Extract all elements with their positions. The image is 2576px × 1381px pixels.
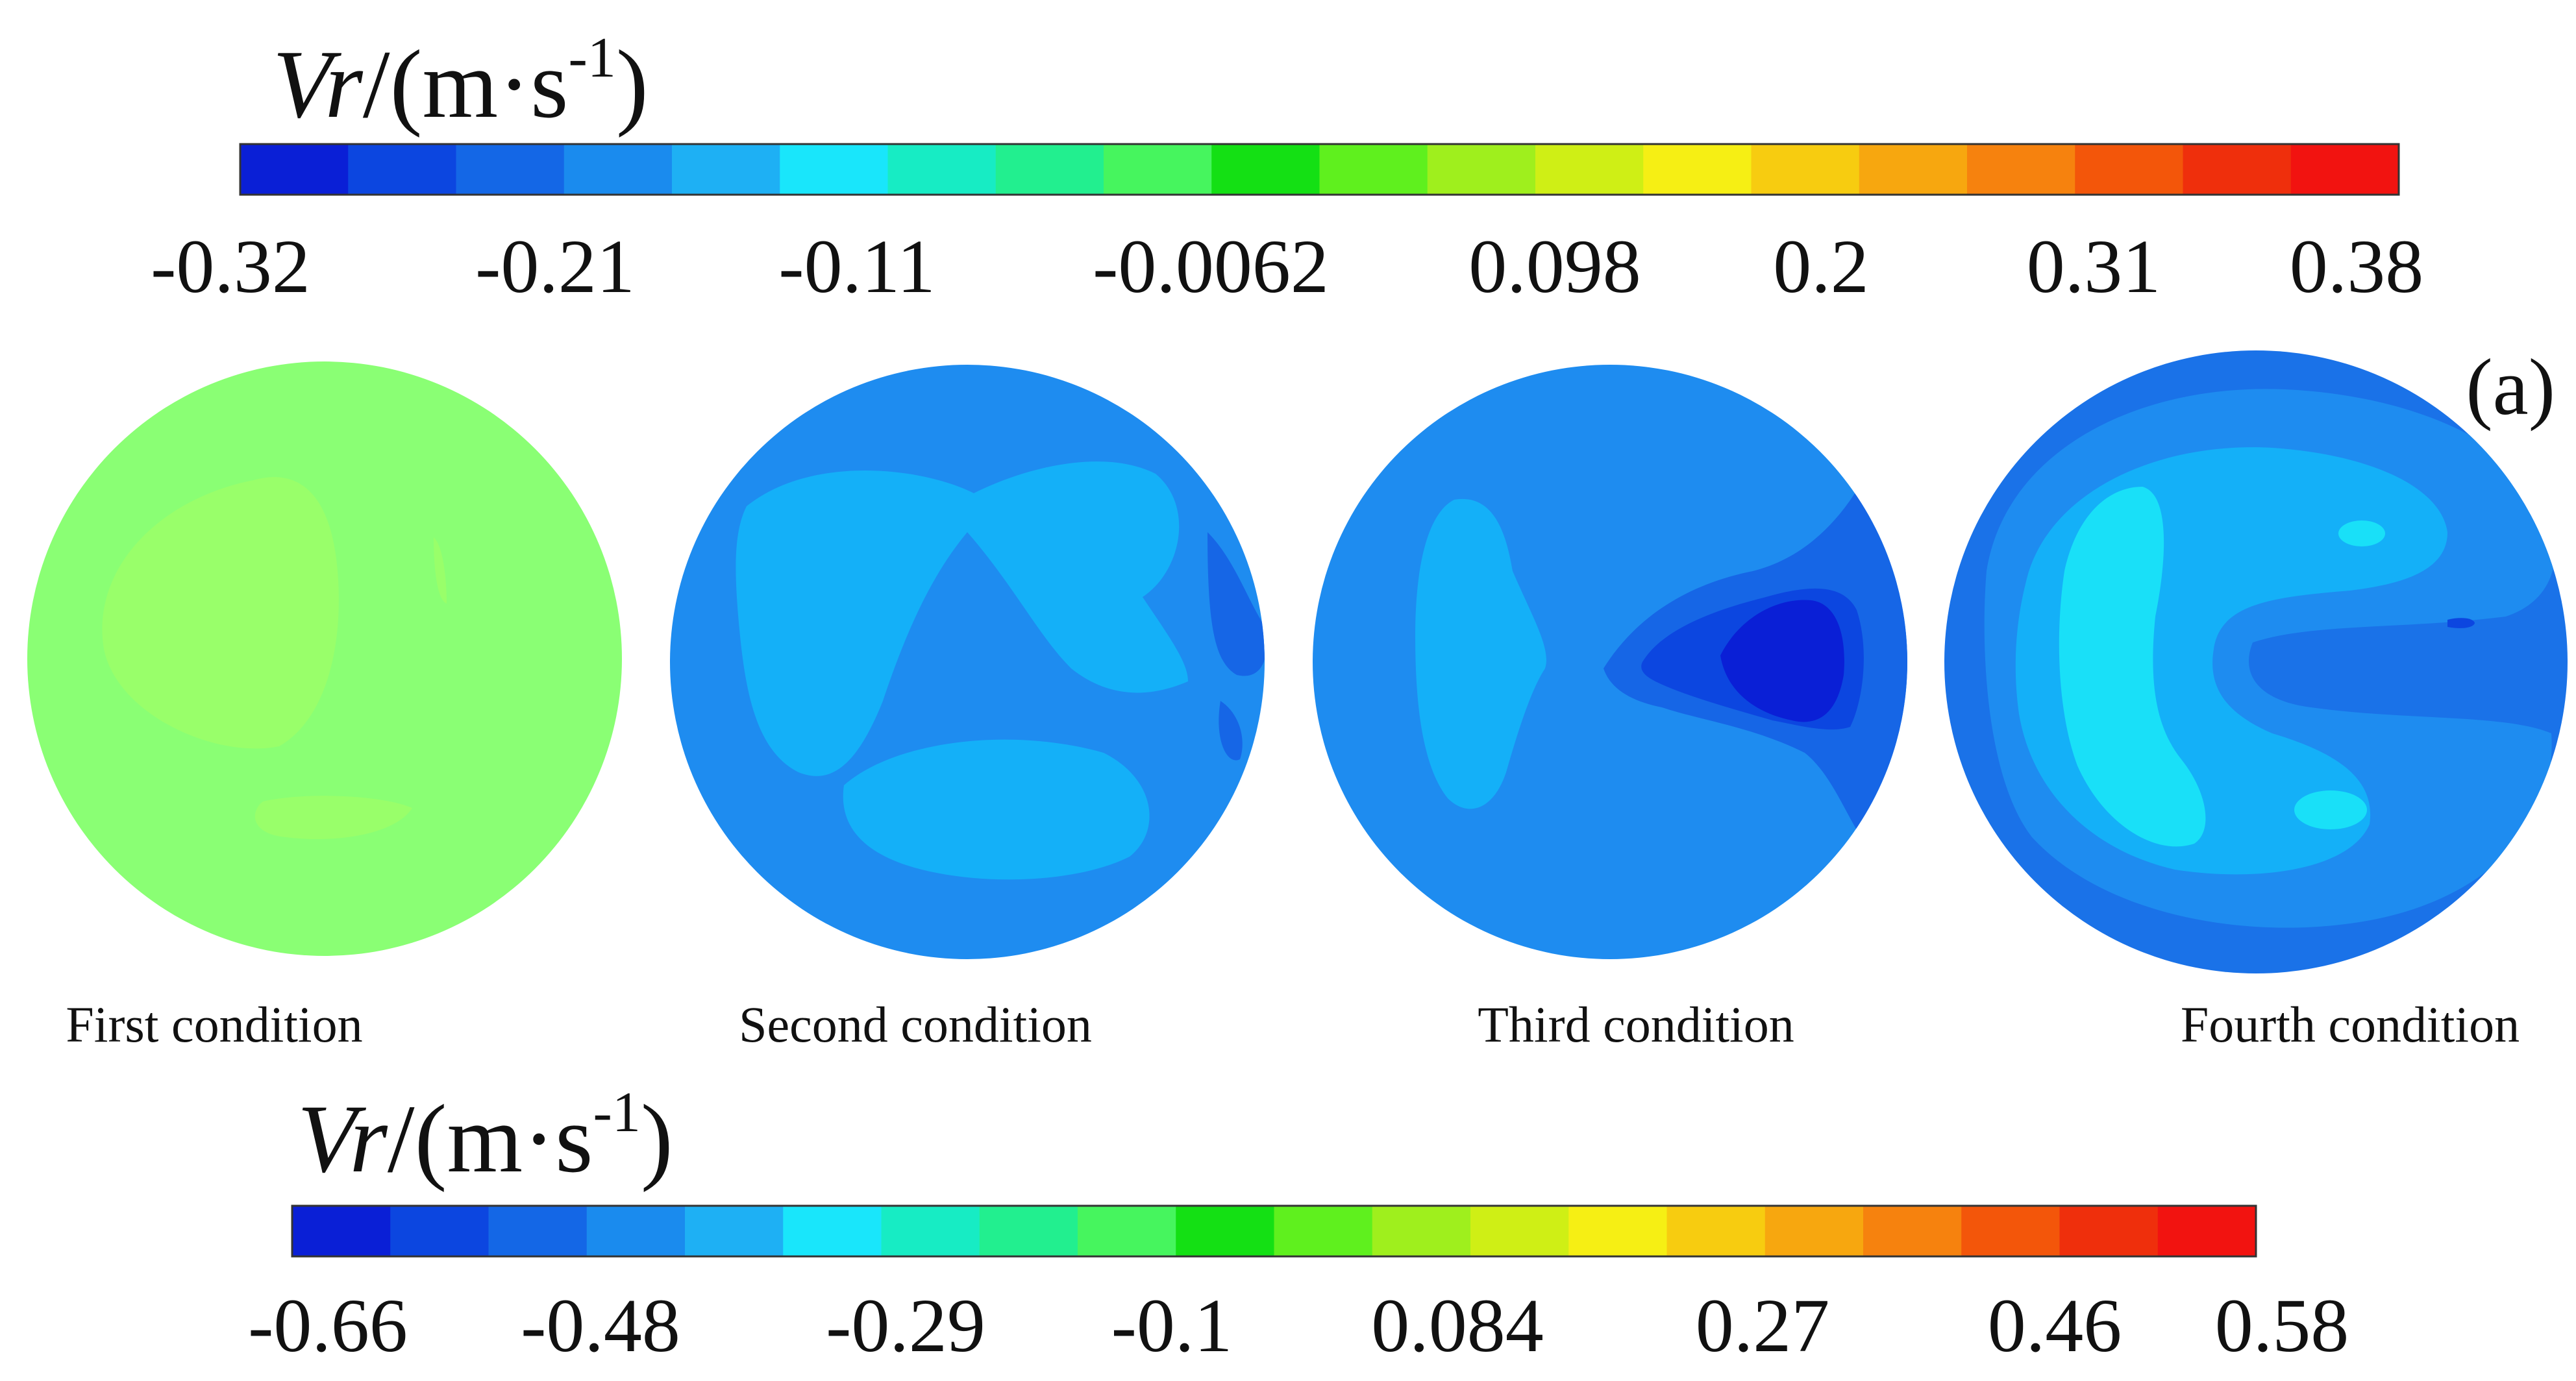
colorbar-swatch: [1859, 144, 1968, 195]
colorbar-1-title: Vr/(m·s-1): [273, 27, 649, 138]
colorbar-1-tick: -0.32: [151, 224, 310, 309]
colorbar-1-tick: -0.11: [778, 224, 935, 309]
figure-label: (a): [2466, 343, 2555, 432]
colorbar-2-tick: 0.46: [1988, 1283, 2122, 1368]
contour-region: [2059, 487, 2206, 847]
colorbar-swatch: [2059, 1206, 2159, 1256]
colorbar-2-tick: 0.084: [1371, 1283, 1544, 1368]
colorbar-swatch: [1470, 1206, 1570, 1256]
contour-region: [1219, 701, 1243, 761]
contour-region: [1720, 600, 1844, 722]
colorbar-swatch: [1967, 144, 2076, 195]
colorbar-swatch: [390, 1206, 489, 1256]
caption-second-condition: Second condition: [739, 996, 1092, 1053]
colorbar-1: Vr/(m·s-1) -0.32 -0.21 -0.11 -0.0062 0.0…: [151, 27, 2423, 309]
caption-first-condition: First condition: [66, 996, 362, 1053]
colorbar-2-tick: 0.27: [1696, 1283, 1830, 1368]
colorbar-swatch: [1274, 1206, 1373, 1256]
colorbar-2-tick: -0.29: [826, 1283, 985, 1368]
colorbar-swatch: [1643, 144, 1752, 195]
colorbar-swatch: [1765, 1206, 1864, 1256]
colorbar-swatch: [2075, 144, 2184, 195]
colorbar-swatch: [2183, 144, 2292, 195]
contour-panel-4: [1944, 350, 2568, 973]
colorbar-swatch: [995, 144, 1104, 195]
colorbar-swatch: [1863, 1206, 1963, 1256]
contour-region: [2338, 520, 2385, 546]
contour-region: [2447, 618, 2475, 628]
colorbar-swatch: [1211, 144, 1320, 195]
contour-region: [843, 739, 1150, 880]
colorbar-2-frame: [291, 1204, 2257, 1258]
contour-region: [1208, 532, 1265, 676]
colorbar-swatch: [1078, 1206, 1177, 1256]
contour-region: [2294, 790, 2367, 829]
contour-region: [736, 461, 1188, 776]
colorbar-1-swatches: [240, 144, 2399, 195]
colorbar-swatch: [564, 144, 673, 195]
colorbar-swatch: [2157, 1206, 2257, 1256]
colorbar-swatch: [1961, 1206, 2061, 1256]
colorbar-swatch: [1568, 1206, 1668, 1256]
colorbar-swatch: [292, 1206, 391, 1256]
colorbar-swatch: [1319, 144, 1428, 195]
colorbar-2-swatches: [292, 1206, 2257, 1256]
colorbar-swatch: [979, 1206, 1078, 1256]
colorbar-swatch: [887, 144, 997, 195]
colorbar-swatch: [348, 144, 457, 195]
colorbar-2-tick: -0.66: [248, 1283, 408, 1368]
colorbar-swatch: [672, 144, 781, 195]
colorbar-swatch: [456, 144, 565, 195]
contour-panel-2: [670, 365, 1265, 959]
colorbar-swatch: [1427, 144, 1536, 195]
caption-third-condition: Third condition: [1478, 996, 1794, 1053]
colorbar-swatch: [240, 144, 349, 195]
colorbar-swatch: [780, 144, 889, 195]
colorbar-1-tick: 0.31: [2027, 224, 2161, 309]
colorbar-2: Vr/(m·s-1) -0.66 -0.48 -0.29 -0.1 0.084 …: [248, 1081, 2349, 1368]
colorbar-swatch: [783, 1206, 882, 1256]
colorbar-2-tick: -0.1: [1111, 1283, 1233, 1368]
contour-region: [1415, 498, 1546, 809]
colorbar-swatch: [1666, 1206, 1766, 1256]
colorbar-swatch: [488, 1206, 588, 1256]
colorbar-1-tick: -0.21: [475, 224, 635, 309]
colorbar-swatch: [1176, 1206, 1275, 1256]
colorbar-2-tick: -0.48: [521, 1283, 680, 1368]
colorbar-1-tick-labels: -0.32 -0.21 -0.11 -0.0062 0.098 0.2 0.31…: [151, 224, 2423, 309]
contour-region: [434, 537, 447, 604]
contour-panel-3: [1313, 365, 1907, 959]
colorbar-1-tick: -0.0062: [1093, 224, 1329, 309]
colorbar-swatch: [2290, 144, 2399, 195]
colorbar-2-tick-labels: -0.66 -0.48 -0.29 -0.1 0.084 0.27 0.46 0…: [248, 1283, 2349, 1368]
colorbar-1-frame: [239, 143, 2400, 196]
colorbar-swatch: [881, 1206, 980, 1256]
colorbar-1-tick: 0.2: [1773, 224, 1869, 309]
colorbar-2-tick: 0.58: [2215, 1283, 2349, 1368]
colorbar-swatch: [1104, 144, 1213, 195]
colorbar-1-tick: 0.098: [1468, 224, 1641, 309]
caption-fourth-condition: Fourth condition: [2181, 996, 2520, 1053]
colorbar-swatch: [1751, 144, 1860, 195]
colorbar-swatch: [1372, 1206, 1471, 1256]
colorbar-swatch: [1535, 144, 1644, 195]
contour-region: [102, 477, 339, 749]
colorbar-2-title: Vr/(m·s-1): [297, 1081, 673, 1193]
colorbar-1-tick: 0.38: [2290, 224, 2424, 309]
contour-region: [254, 796, 412, 839]
colorbar-swatch: [586, 1206, 686, 1256]
contour-panel-1: [27, 361, 622, 956]
colorbar-swatch: [685, 1206, 784, 1256]
